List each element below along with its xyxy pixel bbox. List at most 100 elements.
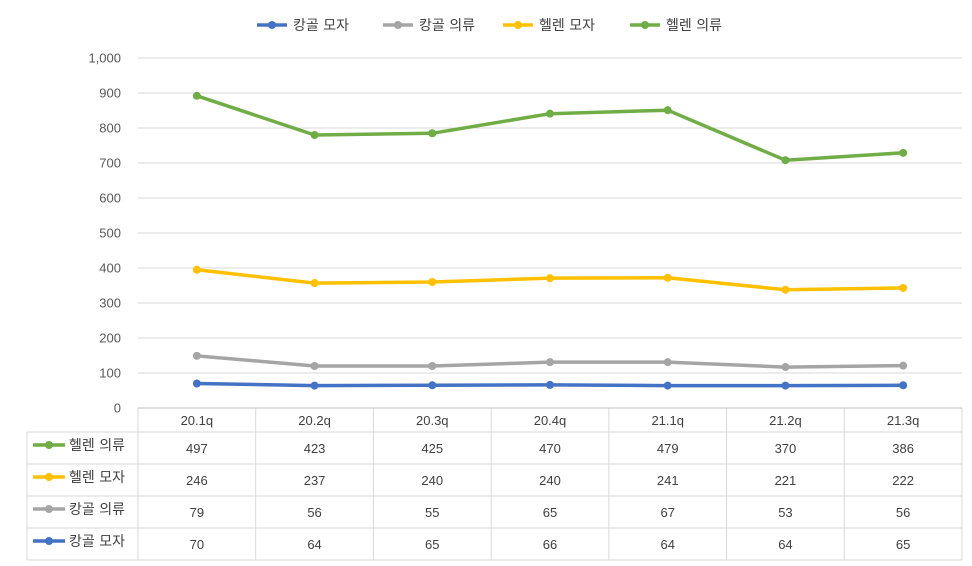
x-tick-label: 21.1q [651, 413, 684, 428]
data-point [546, 380, 554, 389]
table-row: 캉골 의류 79 56 55 65 67 53 56 [33, 502, 910, 520]
table-cell: 70 [190, 537, 204, 552]
table-cell: 222 [892, 473, 914, 488]
table-cell: 479 [657, 441, 679, 456]
table-cell: 64 [660, 537, 674, 552]
table-legend-dot [45, 441, 53, 449]
table-cell: 370 [775, 441, 797, 456]
data-point [781, 285, 790, 294]
table-legend-dot [45, 537, 53, 545]
table-series-name: 캉골 의류 [69, 502, 125, 518]
table-cell: 66 [543, 537, 557, 552]
chart-legend: 캉골 모자 캉골 의류 헬렌 모자 헬렌 의류 [257, 18, 722, 34]
y-tick-label: 700 [99, 156, 121, 171]
data-point [663, 273, 672, 282]
data-point [310, 131, 319, 139]
table-cell: 240 [539, 473, 561, 488]
chart-data-table: 20.1q 20.2q 20.3q 20.4q 21.1q 21.2q 21.3q 헬렌 의류… [26, 407, 963, 561]
table-series-name: 캉골 모자 [69, 534, 125, 550]
table-cell: 246 [186, 473, 208, 488]
y-tick-label: 200 [99, 331, 121, 346]
data-point [428, 278, 437, 286]
y-tick-label: 500 [99, 226, 121, 241]
data-point [899, 381, 908, 390]
data-point [663, 106, 672, 115]
x-tick-label: 20.4q [534, 413, 567, 428]
x-tick-label: 21.3q [887, 413, 920, 428]
table-cell: 65 [425, 537, 439, 552]
data-point [192, 265, 201, 274]
legend-dot-marker [394, 21, 402, 29]
table-cell: 237 [304, 473, 326, 488]
data-point [899, 283, 908, 292]
legend-entry: 헬렌 의류 [630, 18, 722, 34]
data-point [310, 279, 319, 288]
legend-entry: 헬렌 모자 [503, 18, 595, 34]
data-point [781, 381, 790, 390]
chart-series-lines [192, 91, 908, 390]
table-cell: 64 [778, 537, 792, 552]
table-cell: 386 [892, 441, 914, 456]
data-point [310, 381, 319, 390]
table-cell: 470 [539, 441, 561, 456]
table-cell: 65 [896, 537, 910, 552]
y-tick-label: 400 [99, 261, 121, 276]
data-point [428, 362, 437, 370]
legend-label: 캉골 의류 [419, 18, 475, 34]
table-legend-dot [45, 473, 53, 481]
y-tick-label: 0 [114, 401, 121, 416]
table-legend-dot [45, 505, 53, 513]
x-tick-label: 21.2q [769, 413, 802, 428]
table-row: 헬렌 모자 246 237 240 240 241 221 222 [33, 470, 914, 488]
legend-entry: 캉골 의류 [383, 18, 475, 34]
data-point [192, 351, 201, 360]
data-point [546, 358, 554, 367]
legend-dot-marker [268, 21, 276, 29]
table-cell: 241 [657, 473, 679, 488]
table-cell: 79 [190, 505, 204, 520]
table-cell: 423 [304, 441, 326, 456]
legend-entry: 캉골 모자 [257, 18, 349, 34]
legend-label: 캉골 모자 [293, 18, 349, 34]
data-point [428, 381, 437, 390]
y-tick-label: 800 [99, 121, 121, 136]
y-tick-label: 100 [99, 366, 121, 381]
table-cell: 67 [660, 505, 674, 520]
data-point [310, 362, 319, 370]
table-row: 캉골 모자 70 64 65 66 64 64 65 [33, 534, 910, 552]
table-cell: 53 [778, 505, 792, 520]
x-tick-label: 20.1q [181, 413, 214, 428]
table-cell: 240 [421, 473, 443, 488]
table-series-name: 헬렌 의류 [69, 438, 125, 454]
y-tick-label: 600 [99, 191, 121, 206]
table-cell: 64 [307, 537, 321, 552]
chart-gridlines [138, 57, 962, 374]
y-tick-label: 1,000 [88, 51, 121, 66]
table-cell: 497 [186, 441, 208, 456]
legend-dot-marker [514, 21, 522, 29]
data-point [899, 148, 908, 157]
data-point [546, 274, 554, 283]
table-cell: 65 [543, 505, 557, 520]
data-point [781, 363, 790, 372]
data-point [663, 358, 672, 367]
data-point [899, 361, 908, 370]
y-axis: 0 100 200 300 400 500 600 700 800 900 1,000 [88, 51, 121, 416]
x-tick-label: 20.3q [416, 413, 449, 428]
table-cell: 56 [307, 505, 321, 520]
y-tick-label: 900 [99, 86, 121, 101]
data-point [192, 91, 201, 100]
table-cell: 55 [425, 505, 439, 520]
table-cell: 221 [775, 473, 797, 488]
legend-dot-marker [641, 21, 649, 29]
data-point [192, 379, 201, 388]
legend-label: 헬렌 의류 [666, 18, 722, 34]
legend-label: 헬렌 모자 [539, 18, 595, 34]
table-cell: 425 [421, 441, 443, 456]
y-tick-label: 300 [99, 296, 121, 311]
table-row: 헬렌 의류 497 423 425 470 479 370 386 [33, 438, 914, 456]
data-point [428, 129, 437, 138]
table-series-name: 헬렌 모자 [69, 470, 125, 486]
data-point [781, 156, 790, 165]
